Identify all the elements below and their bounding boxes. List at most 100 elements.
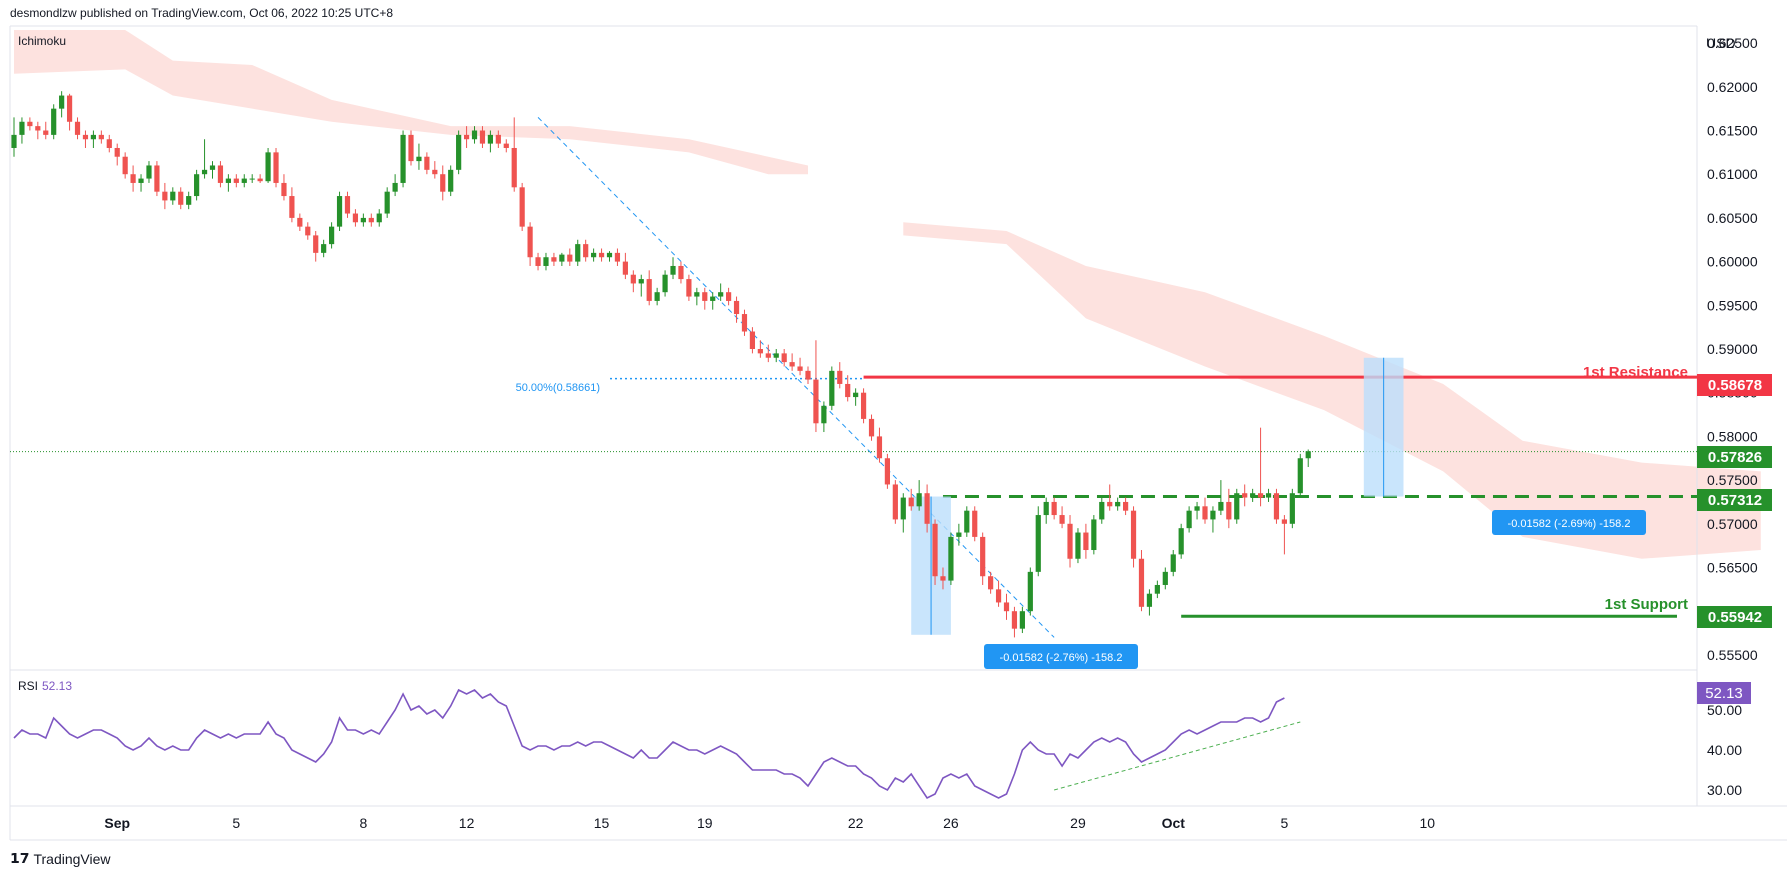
time-tick: Sep [104,815,130,831]
resistance-price: 0.58678 [1708,377,1762,394]
candle-body [845,383,851,398]
candle-body [956,532,962,537]
candle-body [408,134,414,162]
candle-body [884,458,890,485]
candle-body [662,274,668,293]
indicator-label[interactable]: Ichimoku [18,34,66,48]
candle-body [471,130,478,140]
measure-left-text: -0.01582 (-2.76%) -158.2 [1000,652,1123,664]
candle-body [924,493,930,524]
candle-body [805,370,811,380]
candle-body [1194,506,1200,511]
price-tick: 0.58000 [1707,428,1758,444]
price-axis: 0.62500 0.62000 0.61500 0.61000 0.60500 0.600… [1707,35,1758,798]
candle-body [1115,501,1121,507]
rsi-tick: 30.00 [1707,782,1742,798]
candle-body [622,261,628,275]
candle-body [559,254,565,262]
candle-body [670,265,676,275]
candle-body [297,217,303,227]
candle-body [1091,519,1097,551]
candle-body [1003,602,1010,612]
candle-body [1154,584,1160,594]
candle-body [1218,501,1224,511]
candle-body [209,165,216,170]
price-tick: 0.59500 [1707,297,1758,313]
time-tick: Oct [1162,815,1186,831]
candle-body [329,226,335,245]
candle-body [638,279,644,284]
candle-body [1059,515,1065,524]
candle-body [27,121,33,127]
price-tick: 0.62500 [1707,35,1758,51]
brand-name: TradingView [33,850,111,867]
candle-body [765,353,771,358]
time-axis: Sep 5 8 12 15 19 22 26 29 Oct 5 10 [104,815,1435,831]
candle-body [186,196,192,205]
candle-body [440,174,446,192]
candle-body [1123,501,1129,511]
candle-body [241,178,247,183]
candle-body [551,257,557,262]
candle-body [400,134,406,183]
candle-body [614,252,621,262]
candle-body [527,226,533,258]
candle-body [1107,501,1113,507]
candle-body [606,252,613,258]
time-tick: 5 [232,815,240,831]
candle-body [726,292,732,301]
rsi-label[interactable]: RSI [18,679,38,693]
candle-body [773,353,779,358]
candle-body [225,178,231,183]
candle-body [448,169,454,192]
candle-body [1305,451,1311,459]
candle-body [352,213,359,223]
candle-body [90,134,96,140]
resistance-label: 1st Resistance [1583,364,1688,381]
candle-body [106,139,112,148]
candle-body [1043,501,1049,516]
candle-body [1035,515,1041,572]
footer-brand[interactable]: 𝟭𝟳 TradingView [10,850,111,867]
rsi-tick: 50.00 [1707,702,1742,718]
candle-body [1289,493,1295,524]
measure-left-box [984,644,1138,669]
time-tick: 8 [359,815,367,831]
candle-body [694,292,700,297]
current-price-badge [1697,446,1772,468]
candle-body [995,589,1002,603]
candle-body [583,244,589,258]
candle-body [130,174,136,183]
candle-body [789,362,795,367]
candle-body [416,156,422,162]
candle-body [1083,532,1089,551]
resistance-price-badge [1697,374,1772,396]
candle-body [511,147,517,188]
candle-body [273,152,279,183]
price-tick: 0.60000 [1707,254,1758,270]
time-tick: 10 [1420,815,1436,831]
candle-body [916,493,922,507]
candle-body [281,182,287,197]
candle-body [900,497,906,520]
candle-body [591,252,597,258]
candle-body [567,254,573,262]
candle-body [686,279,692,297]
candle-body [82,134,89,140]
drawings [10,117,1697,638]
candle-body [249,178,255,180]
candle-body [313,235,319,253]
candle-body [757,349,763,354]
price-tick: 0.61500 [1707,123,1758,139]
cloud-lower-right [903,222,1761,559]
candle-body [1011,611,1018,629]
candle-body [392,182,398,192]
support-price: 0.55942 [1708,609,1762,626]
candle-body [575,244,581,262]
measure-right-box [1492,510,1646,535]
candle-body [837,370,843,384]
ichimoku-cloud [14,30,1761,559]
time-tick: 22 [848,815,864,831]
currency-label: USD [1706,35,1736,51]
